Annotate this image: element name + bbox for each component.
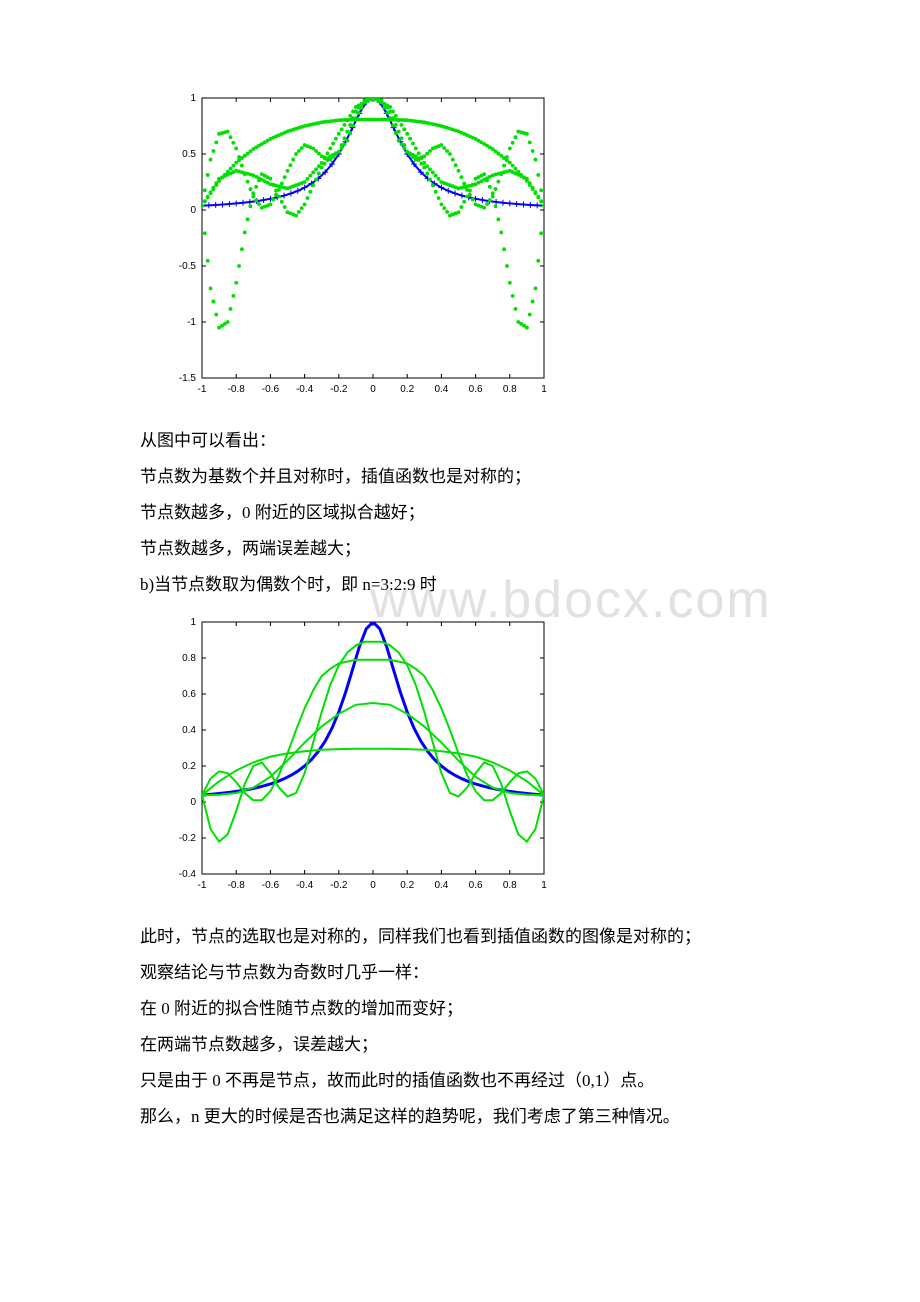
para-symmetry: 节点数为基数个并且对称时，插值函数也是对称的；	[140, 460, 780, 494]
svg-text:-1: -1	[187, 317, 196, 328]
svg-text:-1.5: -1.5	[179, 373, 197, 384]
svg-text:0.8: 0.8	[503, 384, 517, 395]
para-even-conclusion: 观察结论与节点数为奇数时几乎一样：	[140, 956, 780, 990]
svg-text:0.2: 0.2	[400, 880, 414, 891]
svg-text:-0.6: -0.6	[262, 880, 280, 891]
svg-text:0.4: 0.4	[434, 384, 448, 395]
svg-text:0.5: 0.5	[182, 149, 196, 160]
svg-text:0: 0	[370, 384, 376, 395]
para-even-edge: 在两端节点数越多，误差越大；	[140, 1028, 780, 1062]
svg-text:1: 1	[541, 880, 547, 891]
svg-text:-0.2: -0.2	[330, 880, 348, 891]
para-next-case: 那么，n 更大的时候是否也满足这样的趋势呢，我们考虑了第三种情况。	[140, 1100, 780, 1134]
para-more-nodes-edge: 节点数越多，两端误差越大；	[140, 532, 780, 566]
para-even-symmetry: 此时，节点的选取也是对称的，同样我们也看到插值函数的图像是对称的；	[140, 920, 780, 954]
svg-text:0.6: 0.6	[469, 880, 483, 891]
svg-text:0.4: 0.4	[182, 725, 196, 736]
svg-text:-0.5: -0.5	[179, 261, 197, 272]
svg-text:-0.2: -0.2	[330, 384, 348, 395]
para-more-nodes-center: 节点数越多，0 附近的区域拟合越好；	[140, 496, 780, 530]
svg-text:-0.4: -0.4	[296, 880, 314, 891]
svg-text:0.2: 0.2	[182, 761, 196, 772]
svg-text:-0.2: -0.2	[179, 833, 197, 844]
para-no-zero-node: 只是由于 0 不再是节点，故而此时的插值函数也不再经过（0,1）点。	[140, 1064, 780, 1098]
svg-text:1: 1	[541, 384, 547, 395]
svg-text:0: 0	[190, 205, 196, 216]
svg-text:0.4: 0.4	[434, 880, 448, 891]
chart-even-nodes: -1 -0.8 -0.6 -0.4 -0.2 0 0.2 0.4 0.6 0.8 1 -0.4 -0.2…	[160, 614, 552, 896]
svg-text:-1: -1	[198, 880, 207, 891]
svg-text:1: 1	[190, 93, 196, 104]
svg-text:0.6: 0.6	[182, 689, 196, 700]
svg-text:0.8: 0.8	[503, 880, 517, 891]
svg-text:-0.8: -0.8	[228, 384, 246, 395]
svg-text:0.6: 0.6	[469, 384, 483, 395]
svg-text:0.8: 0.8	[182, 653, 196, 664]
svg-text:0: 0	[190, 797, 196, 808]
svg-text:1: 1	[190, 617, 196, 628]
para-intro: 从图中可以看出：	[140, 424, 780, 458]
svg-text:-0.8: -0.8	[228, 880, 246, 891]
svg-text:-1: -1	[198, 384, 207, 395]
svg-text:-0.6: -0.6	[262, 384, 280, 395]
svg-text:0.2: 0.2	[400, 384, 414, 395]
svg-text:-0.4: -0.4	[179, 869, 197, 880]
chart-odd-nodes: -1-0.8-0.6-0.4-0.200.20.40.60.81-1.5-1-0…	[160, 90, 552, 400]
svg-text:0: 0	[370, 880, 376, 891]
svg-text:-0.4: -0.4	[296, 384, 314, 395]
para-even-center: 在 0 附近的拟合性随节点数的增加而变好；	[140, 992, 780, 1026]
para-even-case: b)当节点数取为偶数个时，即 n=3:2:9 时	[140, 568, 780, 602]
